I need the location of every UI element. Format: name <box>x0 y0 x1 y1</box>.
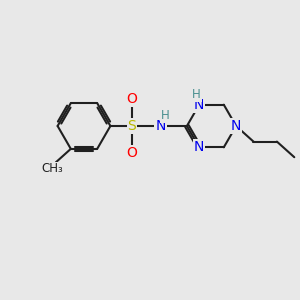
Text: N: N <box>194 140 204 154</box>
Text: O: O <box>127 92 137 106</box>
Text: H: H <box>160 109 169 122</box>
Text: N: N <box>155 119 166 133</box>
Text: N: N <box>194 98 204 112</box>
Text: S: S <box>128 119 136 133</box>
Text: O: O <box>127 146 137 160</box>
Text: N: N <box>231 119 241 133</box>
Text: H: H <box>192 88 201 101</box>
Text: CH₃: CH₃ <box>41 163 63 176</box>
